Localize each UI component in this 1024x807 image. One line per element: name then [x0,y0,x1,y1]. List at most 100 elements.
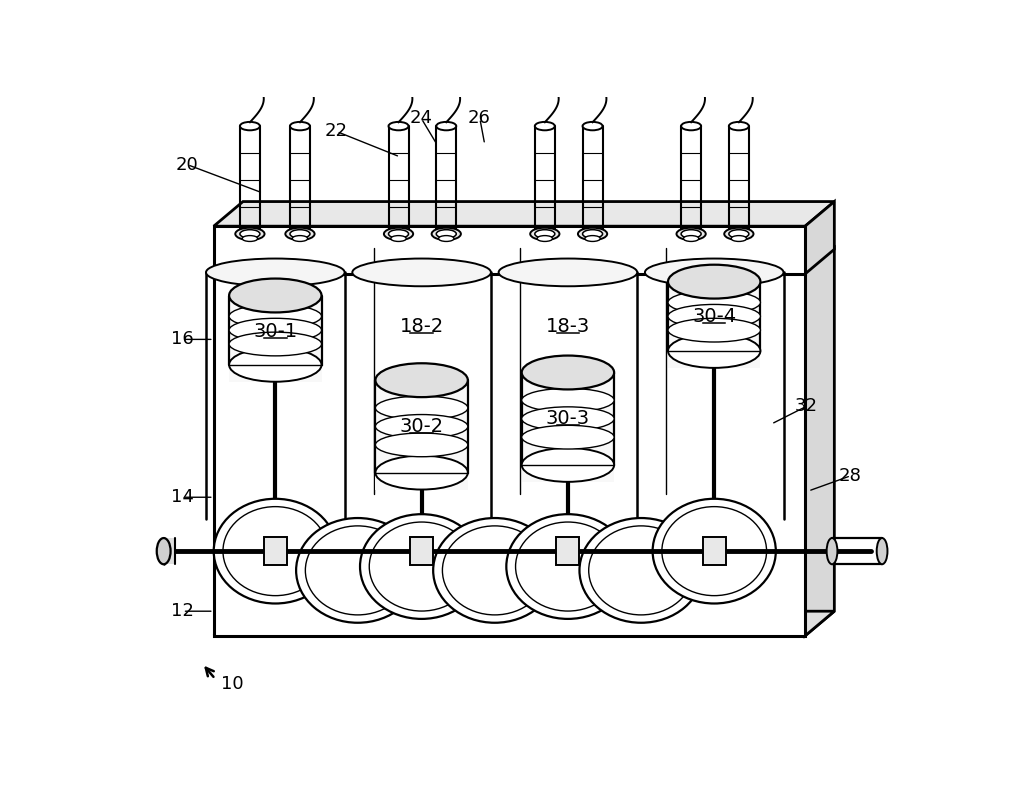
Ellipse shape [206,258,345,286]
Bar [264,537,287,565]
Text: 16: 16 [171,330,194,349]
Bar [702,537,726,565]
Ellipse shape [731,236,746,241]
Text: 26: 26 [468,110,490,128]
Ellipse shape [436,122,457,130]
Ellipse shape [433,518,556,623]
Ellipse shape [240,230,260,238]
Ellipse shape [652,499,776,604]
Ellipse shape [223,507,328,596]
Ellipse shape [229,332,322,356]
Ellipse shape [236,228,264,240]
Bar [214,226,805,274]
Ellipse shape [376,396,468,420]
Bar [521,373,614,482]
Polygon shape [214,202,835,226]
Ellipse shape [240,122,260,130]
Ellipse shape [668,304,761,328]
Ellipse shape [538,236,553,241]
Ellipse shape [683,236,698,241]
Text: 30-3: 30-3 [546,409,590,429]
Bar [556,537,580,565]
Ellipse shape [583,122,602,130]
Ellipse shape [681,230,701,238]
Ellipse shape [668,291,761,314]
Ellipse shape [384,228,413,240]
Text: 30-4: 30-4 [692,307,736,326]
Ellipse shape [535,122,555,130]
Ellipse shape [370,522,474,611]
Ellipse shape [229,278,322,312]
Ellipse shape [360,514,483,619]
Text: 30-2: 30-2 [399,417,443,436]
Polygon shape [805,202,835,274]
Polygon shape [805,248,835,636]
Ellipse shape [589,526,693,615]
Bar [214,273,805,636]
Ellipse shape [292,236,307,241]
Text: 24: 24 [410,110,432,128]
Ellipse shape [506,514,630,619]
Bar [410,537,433,565]
Ellipse shape [243,236,258,241]
Text: 22: 22 [325,123,347,140]
Ellipse shape [668,318,761,342]
Text: 18-2: 18-2 [399,317,443,336]
Ellipse shape [645,258,783,286]
Ellipse shape [662,507,767,596]
Text: 32: 32 [795,397,817,416]
Ellipse shape [388,122,409,130]
Ellipse shape [583,230,602,238]
Ellipse shape [290,122,310,130]
Ellipse shape [436,230,457,238]
Text: 28: 28 [839,466,862,485]
Ellipse shape [521,425,614,449]
Ellipse shape [877,538,888,564]
Polygon shape [214,248,835,273]
Text: 10: 10 [221,675,244,692]
Ellipse shape [229,348,322,382]
Ellipse shape [305,526,410,615]
Ellipse shape [229,318,322,342]
Ellipse shape [391,236,407,241]
Bar [668,282,761,368]
Ellipse shape [729,122,749,130]
Ellipse shape [729,230,749,238]
Ellipse shape [296,518,419,623]
Ellipse shape [438,236,454,241]
Ellipse shape [521,448,614,482]
Text: 14: 14 [171,488,194,506]
Ellipse shape [286,228,314,240]
Ellipse shape [578,228,607,240]
Bar [164,538,175,564]
Bar [376,380,468,490]
Ellipse shape [521,356,614,390]
Ellipse shape [442,526,547,615]
Ellipse shape [535,230,555,238]
Ellipse shape [677,228,706,240]
Ellipse shape [585,236,600,241]
Ellipse shape [681,122,701,130]
Text: 30-1: 30-1 [253,322,297,341]
Ellipse shape [352,258,490,286]
Ellipse shape [521,407,614,431]
Ellipse shape [668,334,761,368]
Ellipse shape [376,433,468,457]
Text: 20: 20 [175,156,198,174]
Text: 18-3: 18-3 [546,317,590,336]
Ellipse shape [376,363,468,397]
Ellipse shape [214,499,337,604]
Ellipse shape [521,388,614,412]
Ellipse shape [580,518,702,623]
Ellipse shape [724,228,754,240]
Ellipse shape [376,415,468,438]
Ellipse shape [229,304,322,328]
Ellipse shape [432,228,461,240]
Ellipse shape [826,538,838,564]
Text: 12: 12 [171,602,194,621]
Bar [229,295,322,382]
Ellipse shape [376,456,468,490]
Ellipse shape [515,522,621,611]
Ellipse shape [499,258,637,286]
Ellipse shape [290,230,310,238]
